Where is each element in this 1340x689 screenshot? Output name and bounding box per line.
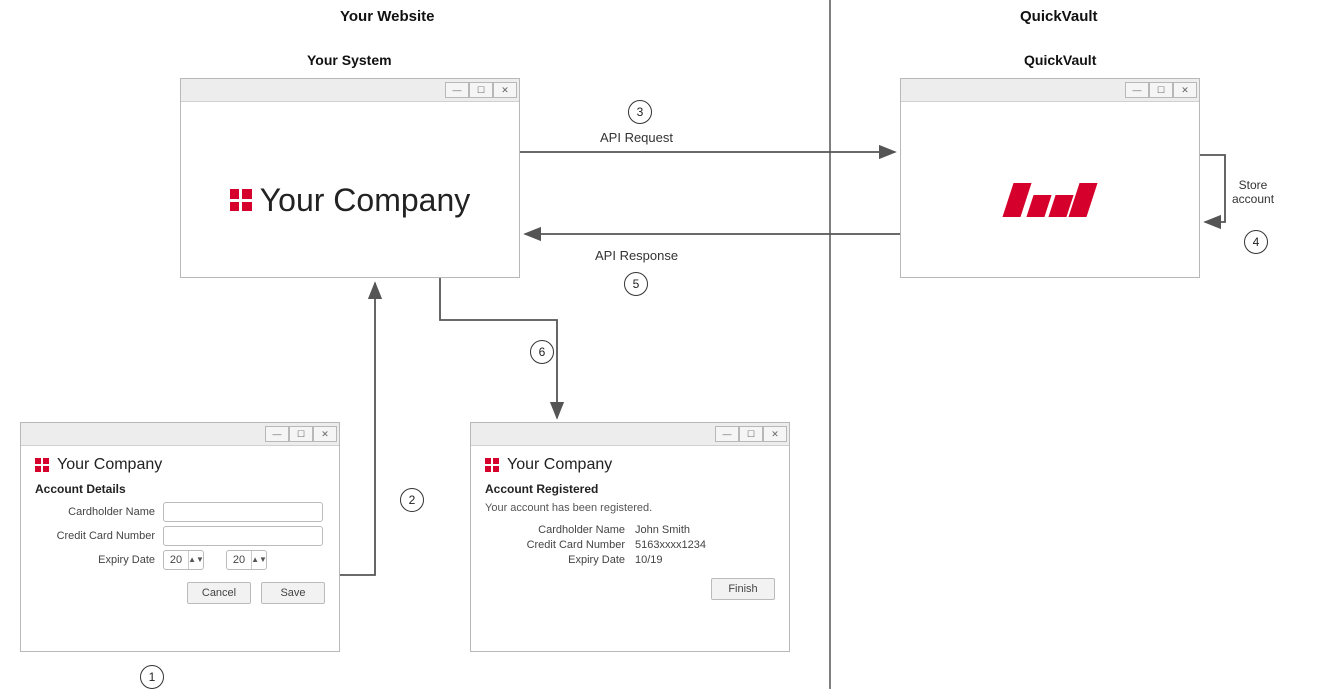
company-grid-icon	[35, 458, 49, 472]
value-cardholder: John Smith	[635, 524, 690, 536]
section-title: Account Details	[35, 482, 325, 496]
step-6: 6	[530, 340, 554, 364]
expiry-year-value: 20	[227, 554, 251, 566]
info-row-cardholder: Cardholder Name John Smith	[485, 524, 775, 536]
expiry-month-value: 20	[164, 554, 188, 566]
window-titlebar: — ☐ ✕	[471, 423, 789, 446]
value-expiry: 10/19	[635, 554, 663, 566]
company-text: Your Company	[507, 456, 612, 474]
diagram-canvas: Your Website Your System QuickVault Quic…	[0, 0, 1340, 689]
heading-your-website: Your Website	[340, 8, 434, 25]
step-1: 1	[140, 665, 164, 689]
close-icon[interactable]: ✕	[1173, 82, 1197, 98]
heading-quickvault-top: QuickVault	[1020, 8, 1098, 25]
company-brand: Your Company	[230, 182, 471, 219]
label-cc: Credit Card Number	[35, 530, 155, 542]
company-grid-icon	[230, 189, 252, 211]
cc-input[interactable]	[163, 526, 323, 546]
window-titlebar: — ☐ ✕	[901, 79, 1199, 102]
button-row: Cancel Save	[35, 582, 325, 604]
expiry-year-stepper[interactable]: 20 ▲▼	[226, 550, 267, 570]
info-row-cc: Credit Card Number 5163xxxx1234	[485, 539, 775, 551]
step-5: 5	[624, 272, 648, 296]
maximize-icon[interactable]: ☐	[739, 426, 763, 442]
close-icon[interactable]: ✕	[493, 82, 517, 98]
company-brand: Your Company	[485, 456, 775, 474]
label-api-response: API Response	[595, 248, 678, 263]
button-row: Finish	[485, 578, 775, 600]
window-body: Your Company	[181, 102, 519, 298]
step-4: 4	[1244, 230, 1268, 254]
save-button[interactable]: Save	[261, 582, 325, 604]
window-titlebar: — ☐ ✕	[181, 79, 519, 102]
window-titlebar: — ☐ ✕	[21, 423, 339, 446]
cancel-button[interactable]: Cancel	[187, 582, 251, 604]
your-system-window: — ☐ ✕ Your Company	[180, 78, 520, 278]
close-icon[interactable]: ✕	[313, 426, 337, 442]
heading-your-system: Your System	[307, 52, 392, 68]
minimize-icon[interactable]: —	[445, 82, 469, 98]
label-store-account: Store account	[1232, 178, 1274, 206]
company-text: Your Company	[57, 456, 162, 474]
cardholder-input[interactable]	[163, 502, 323, 522]
registered-message: Your account has been registered.	[485, 502, 775, 514]
close-icon[interactable]: ✕	[763, 426, 787, 442]
maximize-icon[interactable]: ☐	[289, 426, 313, 442]
westpac-logo-icon	[1008, 183, 1092, 217]
minimize-icon[interactable]: —	[715, 426, 739, 442]
section-title: Account Registered	[485, 482, 775, 496]
minimize-icon[interactable]: —	[265, 426, 289, 442]
minimize-icon[interactable]: —	[1125, 82, 1149, 98]
label-api-request: API Request	[600, 130, 673, 145]
label-cc: Credit Card Number	[485, 539, 625, 551]
company-grid-icon	[485, 458, 499, 472]
info-row-expiry: Expiry Date 10/19	[485, 554, 775, 566]
window-body: Your Company Account Details Cardholder …	[21, 446, 339, 614]
form-row-cc: Credit Card Number	[35, 526, 325, 546]
expiry-month-stepper[interactable]: 20 ▲▼	[163, 550, 204, 570]
window-body: Your Company Account Registered Your acc…	[471, 446, 789, 610]
company-brand: Your Company	[35, 456, 325, 474]
heading-quickvault-sub: QuickVault	[1024, 52, 1096, 68]
window-body	[901, 102, 1199, 298]
form-row-expiry: Expiry Date 20 ▲▼ 20 ▲▼	[35, 550, 325, 570]
form-row-cardholder: Cardholder Name	[35, 502, 325, 522]
step-3: 3	[628, 100, 652, 124]
label-cardholder: Cardholder Name	[485, 524, 625, 536]
finish-button[interactable]: Finish	[711, 578, 775, 600]
step-2: 2	[400, 488, 424, 512]
maximize-icon[interactable]: ☐	[469, 82, 493, 98]
company-text: Your Company	[260, 182, 471, 219]
label-cardholder: Cardholder Name	[35, 506, 155, 518]
quickvault-window: — ☐ ✕	[900, 78, 1200, 278]
stepper-arrows-icon[interactable]: ▲▼	[188, 551, 203, 569]
label-expiry: Expiry Date	[485, 554, 625, 566]
account-registered-window: — ☐ ✕ Your Company Account Registered Yo…	[470, 422, 790, 652]
label-expiry: Expiry Date	[35, 554, 155, 566]
account-details-window: — ☐ ✕ Your Company Account Details Cardh…	[20, 422, 340, 652]
maximize-icon[interactable]: ☐	[1149, 82, 1173, 98]
stepper-arrows-icon[interactable]: ▲▼	[251, 551, 266, 569]
value-cc: 5163xxxx1234	[635, 539, 706, 551]
